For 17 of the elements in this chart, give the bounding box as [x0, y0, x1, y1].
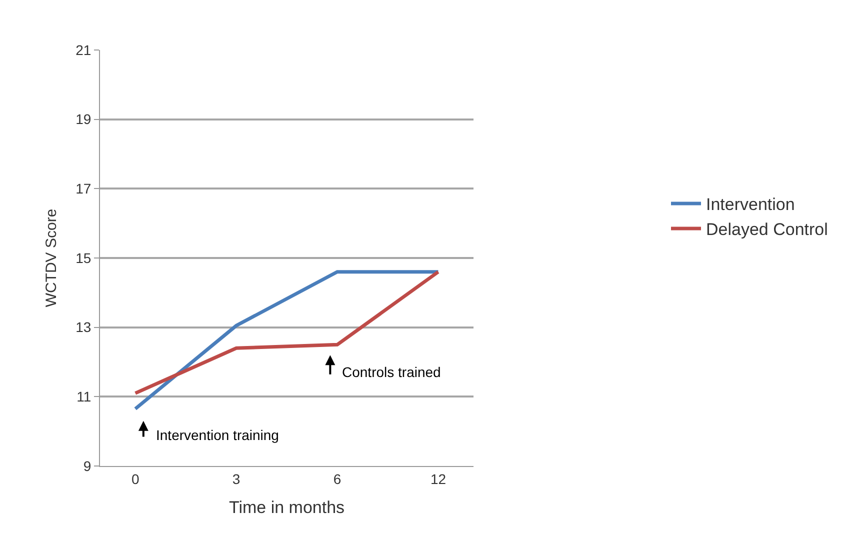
- x-tick-label: 3: [232, 470, 240, 487]
- y-tick-label: 19: [76, 111, 92, 128]
- x-tick-label: 12: [430, 470, 446, 487]
- x-tick-label: 6: [333, 470, 342, 487]
- y-tick-label: 15: [76, 250, 92, 266]
- legend-label: Delayed Control: [706, 220, 828, 240]
- annotation: Intervention training: [156, 427, 279, 443]
- y-tick-label: 17: [76, 180, 92, 197]
- x-tick-label: 0: [131, 470, 140, 487]
- y-tick-label: 21: [76, 42, 92, 58]
- legend-label: Intervention: [706, 195, 795, 214]
- x-axis-title: Time in months: [228, 498, 345, 518]
- y-tick-label: 13: [76, 319, 92, 336]
- annotation: Controls trained: [342, 364, 441, 380]
- y-tick-label: 11: [76, 388, 92, 405]
- y-axis-title: WCTDV Score: [42, 208, 60, 308]
- y-tick-label: 9: [83, 458, 92, 474]
